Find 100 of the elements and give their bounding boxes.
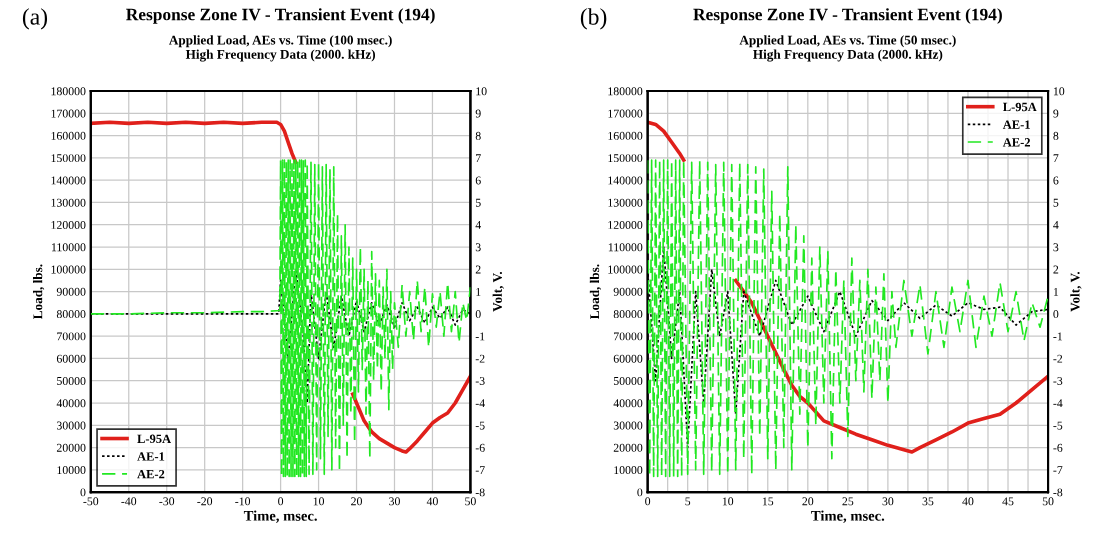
x-axis-title: Time, msec. bbox=[811, 510, 885, 523]
x-tick-label: 10 bbox=[722, 497, 734, 506]
x-tick-label: -30 bbox=[159, 497, 175, 506]
y-tick-label: 0 bbox=[80, 488, 86, 497]
x-tick-label: 45 bbox=[1002, 497, 1014, 506]
y2-tick-label: -5 bbox=[1053, 421, 1063, 430]
y-tick-label: 80000 bbox=[56, 310, 86, 319]
y2-tick-label: 2 bbox=[1053, 265, 1059, 274]
y2-tick-label: 6 bbox=[1053, 176, 1059, 185]
y-tick-label: 90000 bbox=[613, 287, 643, 296]
y2-tick-label: 1 bbox=[1053, 287, 1059, 296]
y2-tick-label: -1 bbox=[1053, 332, 1063, 341]
chart-subtitle: Applied Load, AEs vs. Time (100 msec.) High Frequency Data (2000. kHz) bbox=[168, 35, 392, 62]
x-tick-label: 20 bbox=[802, 497, 814, 506]
y-tick-label: 110000 bbox=[52, 243, 86, 252]
y-tick-label: 130000 bbox=[608, 198, 643, 207]
y2-tick-label: 8 bbox=[475, 131, 481, 140]
x-tick-label: -10 bbox=[235, 497, 251, 506]
y-tick-label: 100000 bbox=[608, 265, 643, 274]
y-tick-label: 50000 bbox=[613, 376, 643, 385]
y2-tick-label: 10 bbox=[476, 87, 487, 96]
y2-tick-label: 0 bbox=[475, 310, 481, 319]
y2-tick-label: -8 bbox=[1053, 488, 1063, 497]
y2-tick-label: 4 bbox=[475, 221, 481, 229]
y-tick-label: 170000 bbox=[608, 109, 643, 118]
y2-tick-label: 4 bbox=[1053, 221, 1059, 229]
y-tick-label: 120000 bbox=[51, 220, 86, 229]
y-tick-label: 40000 bbox=[56, 399, 86, 408]
y2-tick-label: -4 bbox=[475, 399, 485, 408]
x-tick-label: 35 bbox=[922, 497, 934, 506]
y-tick-label: 90000 bbox=[56, 287, 86, 296]
line-series bbox=[90, 159, 471, 478]
y2-tick-label: 5 bbox=[1053, 198, 1059, 207]
legend-label: L-95A bbox=[137, 434, 171, 444]
y-tick-label: 70000 bbox=[57, 332, 86, 341]
y-tick-label: 100000 bbox=[51, 265, 86, 274]
chart-subtitle: Applied Load, AEs vs. Time (50 msec.) High Frequency Data (2000. kHz) bbox=[739, 35, 956, 62]
y-tick-label: 150000 bbox=[608, 154, 643, 163]
y2-tick-label: 1 bbox=[476, 287, 481, 296]
y2-tick-label: 3 bbox=[1053, 243, 1059, 252]
y-tick-label: 10000 bbox=[57, 466, 86, 475]
y-tick-label: 140000 bbox=[608, 176, 643, 185]
x-axis-title: Time, msec. bbox=[243, 510, 317, 523]
y-tick-label: 180000 bbox=[51, 87, 86, 96]
y-tick-label: 20000 bbox=[613, 443, 643, 452]
legend-label: AE-2 bbox=[137, 469, 165, 479]
y-tick-label: 70000 bbox=[614, 332, 643, 341]
legend-label: AE-1 bbox=[137, 452, 165, 461]
x-tick-label: 5 bbox=[685, 497, 691, 506]
y-tick-label: 140000 bbox=[51, 176, 86, 185]
legend-label: AE-1 bbox=[1002, 120, 1030, 129]
y-tick-label: 30000 bbox=[613, 421, 643, 430]
y2-tick-label: 7 bbox=[1053, 154, 1059, 162]
y2-tick-label: -8 bbox=[475, 488, 485, 497]
y2-tick-label: 9 bbox=[475, 109, 481, 118]
y2-axis-title: Volt, V. bbox=[1070, 271, 1082, 312]
y-axis-title: Load, lbs. bbox=[589, 264, 602, 320]
y2-tick-label: -4 bbox=[1053, 399, 1063, 408]
y2-tick-label: -2 bbox=[1053, 354, 1063, 363]
y2-tick-label: 8 bbox=[1053, 131, 1059, 140]
y-tick-label: 40000 bbox=[613, 399, 643, 408]
y2-tick-label: -2 bbox=[475, 354, 485, 363]
y-tick-label: 20000 bbox=[56, 443, 86, 452]
y2-tick-label: 3 bbox=[475, 243, 481, 252]
x-tick-label: 15 bbox=[762, 497, 774, 506]
x-tick-label: -40 bbox=[121, 497, 137, 506]
y2-tick-label: 2 bbox=[475, 265, 481, 274]
y-tick-label: 150000 bbox=[51, 154, 86, 163]
y2-tick-label: 6 bbox=[475, 176, 481, 185]
x-tick-label: -20 bbox=[197, 497, 213, 506]
x-tick-label: 10 bbox=[313, 497, 325, 506]
y-tick-label: 110000 bbox=[608, 243, 643, 252]
y-tick-label: 60000 bbox=[56, 354, 86, 363]
y2-tick-label: 9 bbox=[1053, 109, 1059, 118]
y-tick-label: 160000 bbox=[608, 131, 643, 140]
chart-title: Response Zone IV - Transient Event (194) bbox=[693, 8, 1002, 24]
y2-tick-label: -3 bbox=[475, 377, 485, 385]
y-tick-label: 0 bbox=[637, 488, 643, 497]
y-tick-label: 50000 bbox=[57, 376, 86, 385]
y-tick-label: 130000 bbox=[51, 198, 86, 207]
text: (b) bbox=[580, 8, 607, 30]
y-tick-label: 120000 bbox=[608, 220, 643, 229]
y-tick-label: 30000 bbox=[56, 421, 86, 430]
y2-tick-label: 0 bbox=[1053, 310, 1059, 319]
y-tick-label: 10000 bbox=[614, 466, 643, 475]
x-tick-label: -50 bbox=[83, 497, 99, 506]
y-axis-title: Load, lbs. bbox=[33, 264, 45, 320]
text: (a) bbox=[22, 8, 48, 30]
y2-axis-title: Volt, V. bbox=[492, 271, 504, 312]
y2-tick-label: 10 bbox=[1053, 87, 1065, 96]
y-tick-label: 80000 bbox=[613, 310, 643, 319]
x-tick-label: 50 bbox=[1042, 497, 1054, 506]
x-tick-label: 40 bbox=[426, 497, 438, 506]
y-tick-label: 180000 bbox=[608, 87, 643, 96]
y2-tick-label: -7 bbox=[1053, 466, 1063, 474]
y2-tick-label: -7 bbox=[475, 466, 485, 474]
x-tick-label: 20 bbox=[351, 497, 362, 506]
x-tick-label: 0 bbox=[278, 497, 284, 506]
y-tick-label: 160000 bbox=[51, 131, 86, 140]
y2-tick-label: -6 bbox=[1053, 443, 1063, 452]
